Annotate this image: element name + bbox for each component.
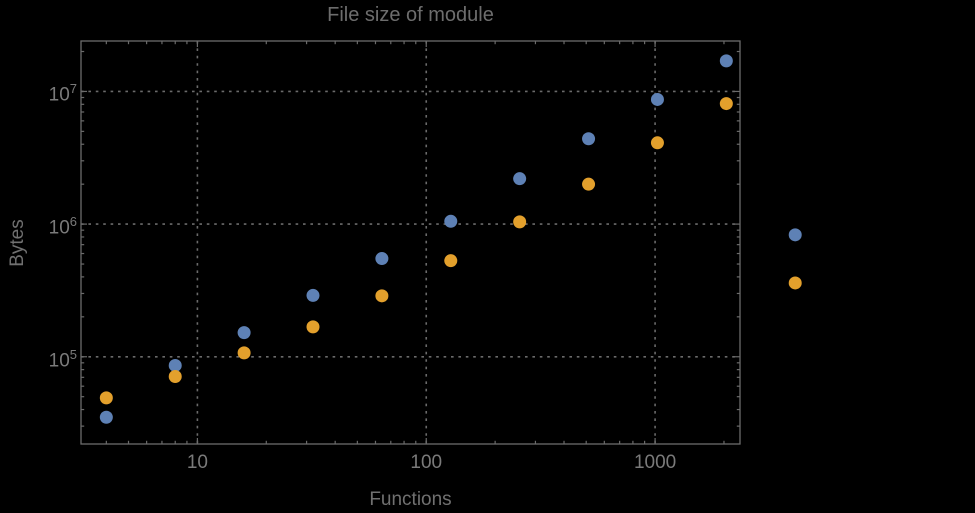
- y-tick-label: 107: [48, 81, 77, 106]
- x-tick-label: 100: [410, 452, 443, 473]
- data-point-orange: [375, 289, 389, 303]
- data-point-orange: [513, 215, 527, 229]
- chart-title: File size of module: [327, 4, 494, 26]
- plot-frame-border: [80, 40, 741, 445]
- data-point-blue: [788, 228, 802, 242]
- data-point-blue: [582, 132, 596, 146]
- data-point-orange: [306, 320, 320, 334]
- data-point-blue: [306, 288, 320, 302]
- x-axis-label: Functions: [369, 489, 452, 510]
- x-tick-label: 1000: [633, 452, 677, 473]
- data-point-orange: [719, 97, 733, 111]
- data-point-blue: [513, 172, 527, 186]
- data-point-orange: [582, 177, 596, 191]
- data-point-blue: [650, 92, 664, 106]
- data-point-blue: [444, 214, 458, 228]
- data-point-orange: [444, 254, 458, 268]
- data-point-orange: [650, 136, 664, 150]
- data-point-blue: [719, 54, 733, 68]
- data-point-blue: [375, 252, 389, 266]
- data-point-orange: [788, 276, 802, 290]
- data-point-blue: [99, 410, 113, 424]
- y-tick-label: 105: [48, 346, 77, 372]
- data-point-blue: [237, 326, 251, 340]
- data-point-orange: [168, 369, 182, 383]
- data-point-orange: [99, 391, 113, 405]
- x-tick-label: 10: [186, 452, 208, 473]
- data-point-blue: [168, 358, 182, 372]
- y-tick-label: 106: [48, 214, 77, 239]
- data-point-orange: [237, 346, 251, 360]
